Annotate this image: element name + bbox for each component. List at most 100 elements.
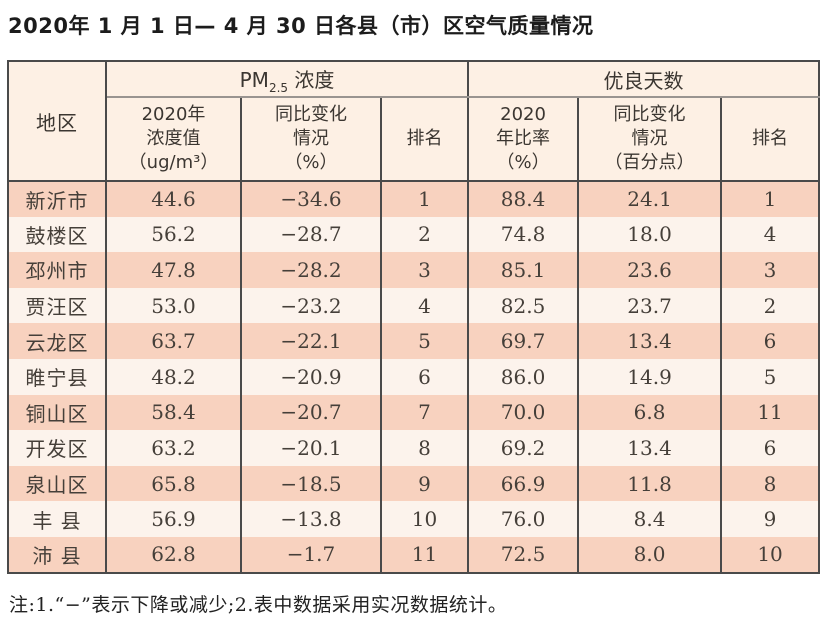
column-header-pm-value: 2020年 浓度值 （ug/m³） — [105, 97, 242, 182]
pm-value-cell: 56.9 — [105, 501, 242, 537]
good-ratio-cell: 85.1 — [467, 252, 580, 288]
column-header-good-change: 同比变化 情况 （百分点） — [577, 97, 723, 182]
air-quality-table: 地区 PM2.5 浓度 优良天数 2020年 浓度值 （ug/m³） 同比变化 … — [7, 60, 821, 574]
table-row: 泉山区 65.8 −18.5 9 66.9 11.8 8 — [7, 465, 821, 502]
table-row: 新沂市 44.6 −34.6 1 88.4 24.1 1 — [7, 181, 821, 217]
pm-value-cell: 65.8 — [105, 465, 242, 502]
pm-change-cell: −1.7 — [240, 536, 382, 573]
good-change-cell: 6.8 — [577, 394, 723, 431]
pm-rank-cell: 9 — [379, 465, 470, 502]
group-header-good-days: 优良天数 — [467, 61, 821, 98]
table-row: 贾汪区 53.0 −23.2 4 82.5 23.7 2 — [7, 287, 821, 324]
pm-rank-cell: 1 — [379, 181, 470, 217]
pm25-label-subscript: 2.5 — [268, 80, 289, 95]
good-ratio-cell: 72.5 — [467, 536, 580, 573]
pm-change-cell: −22.1 — [240, 323, 382, 359]
good-change-cell: 18.0 — [577, 216, 723, 253]
region-cell: 新沂市 — [7, 181, 107, 217]
good-change-cell: 24.1 — [577, 181, 723, 217]
table-row: 邳州市 47.8 −28.2 3 85.1 23.6 3 — [7, 252, 821, 288]
region-cell: 开发区 — [7, 430, 107, 466]
table-row: 云龙区 63.7 −22.1 5 69.7 13.4 6 — [7, 323, 821, 359]
table-row: 沛 县 62.8 −1.7 11 72.5 8.0 10 — [7, 536, 821, 573]
pm25-label-suffix: 浓度 — [288, 67, 335, 92]
region-cell: 泉山区 — [7, 465, 107, 502]
pm-change-cell: −20.1 — [240, 430, 382, 466]
good-rank-cell: 8 — [720, 465, 821, 502]
table-header: 地区 PM2.5 浓度 优良天数 2020年 浓度值 （ug/m³） 同比变化 … — [7, 61, 821, 182]
page-title: 2020年 1 月 1 日— 4 月 30 日各县（市）区空气质量情况 — [8, 14, 594, 38]
column-header-pm-change: 同比变化 情况 （%） — [240, 97, 382, 182]
pm-value-cell: 63.7 — [105, 323, 242, 359]
pm-rank-cell: 4 — [379, 287, 470, 324]
region-cell: 鼓楼区 — [7, 216, 107, 253]
table-row: 开发区 63.2 −20.1 8 69.2 13.4 6 — [7, 430, 821, 466]
pm-change-cell: −20.7 — [240, 394, 382, 431]
good-change-cell: 8.4 — [577, 501, 723, 537]
good-change-cell: 11.8 — [577, 465, 723, 502]
pm-value-cell: 58.4 — [105, 394, 242, 431]
good-rank-cell: 4 — [720, 216, 821, 253]
region-cell: 云龙区 — [7, 323, 107, 359]
good-rank-cell: 1 — [720, 181, 821, 217]
good-rank-cell: 9 — [720, 501, 821, 537]
good-ratio-cell: 76.0 — [467, 501, 580, 537]
region-cell: 贾汪区 — [7, 287, 107, 324]
column-header-good-rank: 排名 — [720, 97, 821, 182]
good-rank-cell: 6 — [720, 323, 821, 359]
column-header-pm-rank: 排名 — [379, 97, 470, 182]
pm-rank-cell: 2 — [379, 216, 470, 253]
column-header-region: 地区 — [7, 61, 107, 182]
pm-change-cell: −20.9 — [240, 358, 382, 395]
pm-rank-cell: 3 — [379, 252, 470, 288]
pm-value-cell: 48.2 — [105, 358, 242, 395]
region-cell: 丰 县 — [7, 501, 107, 537]
good-change-cell: 8.0 — [577, 536, 723, 573]
pm-rank-cell: 6 — [379, 358, 470, 395]
pm-change-cell: −34.6 — [240, 181, 382, 217]
good-ratio-cell: 69.2 — [467, 430, 580, 466]
table-row: 丰 县 56.9 −13.8 10 76.0 8.4 9 — [7, 501, 821, 537]
good-ratio-cell: 66.9 — [467, 465, 580, 502]
pm-value-cell: 63.2 — [105, 430, 242, 466]
pm-value-cell: 56.2 — [105, 216, 242, 253]
pm-change-cell: −28.2 — [240, 252, 382, 288]
good-ratio-cell: 70.0 — [467, 394, 580, 431]
pm-rank-cell: 10 — [379, 501, 470, 537]
pm-rank-cell: 5 — [379, 323, 470, 359]
pm-rank-cell: 11 — [379, 536, 470, 573]
pm-change-cell: −13.8 — [240, 501, 382, 537]
pm-value-cell: 53.0 — [105, 287, 242, 324]
pm-change-cell: −23.2 — [240, 287, 382, 324]
table-row: 睢宁县 48.2 −20.9 6 86.0 14.9 5 — [7, 358, 821, 395]
good-ratio-cell: 86.0 — [467, 358, 580, 395]
good-ratio-cell: 74.8 — [467, 216, 580, 253]
pm-rank-cell: 8 — [379, 430, 470, 466]
table-row: 鼓楼区 56.2 −28.7 2 74.8 18.0 4 — [7, 216, 821, 253]
good-change-cell: 13.4 — [577, 430, 723, 466]
good-rank-cell: 3 — [720, 252, 821, 288]
region-cell: 铜山区 — [7, 394, 107, 431]
region-cell: 睢宁县 — [7, 358, 107, 395]
good-rank-cell: 11 — [720, 394, 821, 431]
pm-value-cell: 47.8 — [105, 252, 242, 288]
good-change-cell: 23.6 — [577, 252, 723, 288]
pm-change-cell: −18.5 — [240, 465, 382, 502]
region-cell: 沛 县 — [7, 536, 107, 573]
good-change-cell: 14.9 — [577, 358, 723, 395]
pm-change-cell: −28.7 — [240, 216, 382, 253]
table-row: 铜山区 58.4 −20.7 7 70.0 6.8 11 — [7, 394, 821, 431]
pm-value-cell: 44.6 — [105, 181, 242, 217]
good-rank-cell: 2 — [720, 287, 821, 324]
pm25-label-prefix: PM — [239, 67, 269, 92]
good-rank-cell: 6 — [720, 430, 821, 466]
good-ratio-cell: 69.7 — [467, 323, 580, 359]
table-footnote: 注:1.“−”表示下降或减少;2.表中数据采用实况数据统计。 — [9, 593, 508, 616]
good-rank-cell: 10 — [720, 536, 821, 573]
good-rank-cell: 5 — [720, 358, 821, 395]
good-change-cell: 23.7 — [577, 287, 723, 324]
group-header-pm25: PM2.5 浓度 — [104, 61, 470, 98]
good-change-cell: 13.4 — [577, 323, 723, 359]
sub-header-row: 2020年 浓度值 （ug/m³） 同比变化 情况 （%） 排名 2020 年比… — [8, 97, 821, 182]
